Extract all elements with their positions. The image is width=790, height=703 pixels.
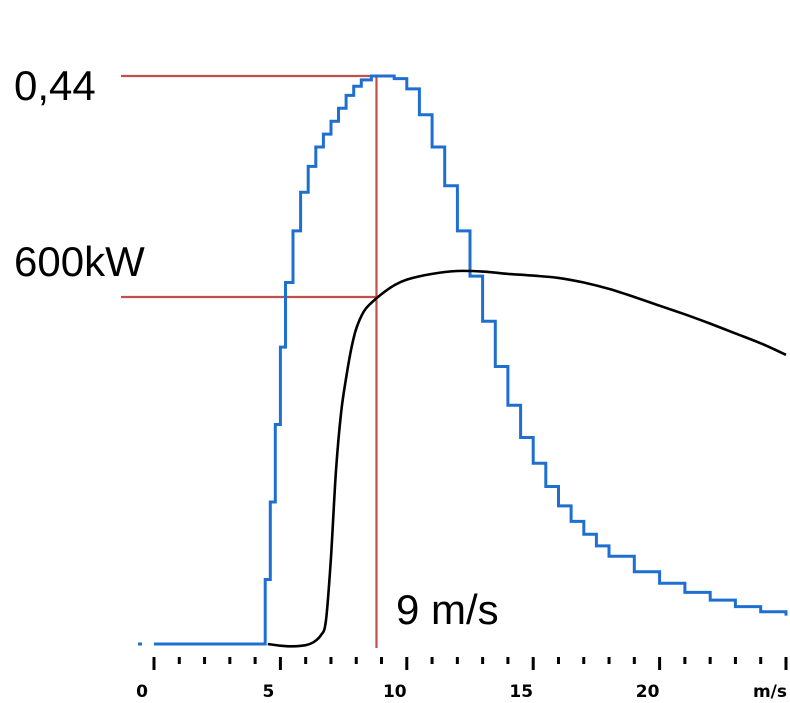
power-value-annotation: 600kW [14, 238, 145, 285]
x-tick-label: 0 [136, 682, 148, 702]
efficiency-series-line [154, 74, 788, 646]
x-tick-label: 5 [262, 682, 274, 702]
x-tick-label: 20 [636, 682, 660, 702]
series-group [138, 74, 788, 648]
power-series-line [267, 269, 787, 648]
speed-value-annotation: 9 m/s [396, 586, 499, 633]
x-tick-label: 10 [383, 682, 407, 702]
x-tick-label: 15 [509, 682, 533, 702]
peak-value-annotation: 0,44 [14, 62, 96, 109]
x-axis-label: m/s [753, 682, 787, 702]
x-axis [152, 657, 788, 670]
reference-lines [121, 74, 378, 648]
x-tick-labels: 0 5 10 15 20 [136, 682, 660, 702]
